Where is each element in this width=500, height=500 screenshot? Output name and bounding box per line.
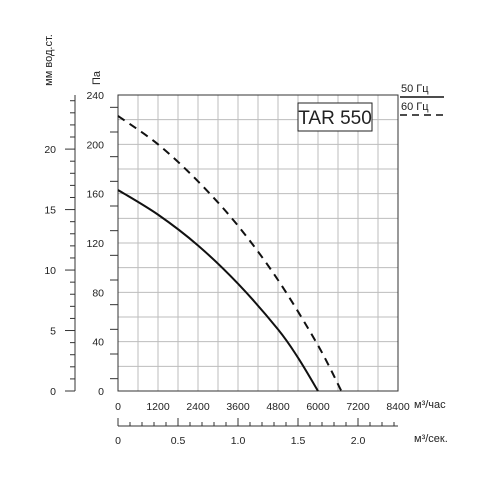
x-tick-label-m3h: 8400: [386, 401, 410, 413]
y-tick-label-mm: 10: [44, 265, 56, 277]
left-tick-layer: 0 40 80 120 160 200 240 0 5 10 15 20: [44, 90, 118, 398]
y-tick-label-pa: 40: [92, 337, 104, 349]
x-tick-label-m3h: 0: [115, 401, 121, 413]
model-label-box: TAR 550: [297, 102, 373, 132]
y-tick-label-pa: 0: [98, 386, 104, 398]
plot-frame: [117, 94, 399, 392]
bottom-tick-layer: 0 1200 2400 3600 4800 6000 7200 8400 0 0.5 1.0 1.5 2…: [115, 401, 410, 447]
series-line-60hz: [117, 115, 343, 392]
x-tick-label-m3s: 1.0: [231, 435, 246, 447]
x-axis-top-unit: м³/час: [414, 399, 446, 411]
chart-title: TAR 550: [298, 108, 372, 129]
y-tick-label-pa: 240: [86, 90, 104, 102]
grid: [118, 95, 398, 391]
legend-label-60hz: 60 Гц: [401, 101, 429, 113]
x-tick-label-m3h: 2400: [186, 401, 210, 413]
y-tick-label-mm: 5: [50, 326, 56, 338]
x-tick-label-m3s: 2.0: [351, 435, 366, 447]
y-tick-label-pa: 120: [86, 238, 104, 250]
series-layer: [117, 115, 343, 392]
x-tick-label-m3h: 4800: [266, 401, 290, 413]
x-tick-label-m3h: 3600: [226, 401, 250, 413]
y-tick-label-pa: 80: [92, 287, 104, 299]
series-line-50hz: [117, 189, 319, 392]
x-axis-bottom-unit: м³/сек.: [414, 433, 448, 445]
x-tick-label-m3s: 0.5: [171, 435, 186, 447]
y-tick-label-mm: 15: [44, 205, 56, 217]
y-axis-mm-label: мм вод.ст.: [43, 34, 55, 86]
y-axis-pa-label: Па: [91, 70, 103, 85]
legend-label-50hz: 50 Гц: [401, 83, 429, 95]
x-tick-label-m3h: 1200: [146, 401, 170, 413]
y-tick-label-pa: 200: [86, 139, 104, 151]
x-tick-label-m3s: 0: [115, 435, 121, 447]
legend: 50 Гц 60 Гц: [400, 83, 444, 116]
x-tick-label-m3h: 6000: [306, 401, 330, 413]
y-tick-label-pa: 160: [86, 189, 104, 201]
y-tick-label-mm: 0: [50, 386, 56, 398]
x-tick-label-m3s: 1.5: [291, 435, 306, 447]
x-tick-label-m3h: 7200: [346, 401, 370, 413]
y-tick-label-mm: 20: [44, 144, 56, 156]
